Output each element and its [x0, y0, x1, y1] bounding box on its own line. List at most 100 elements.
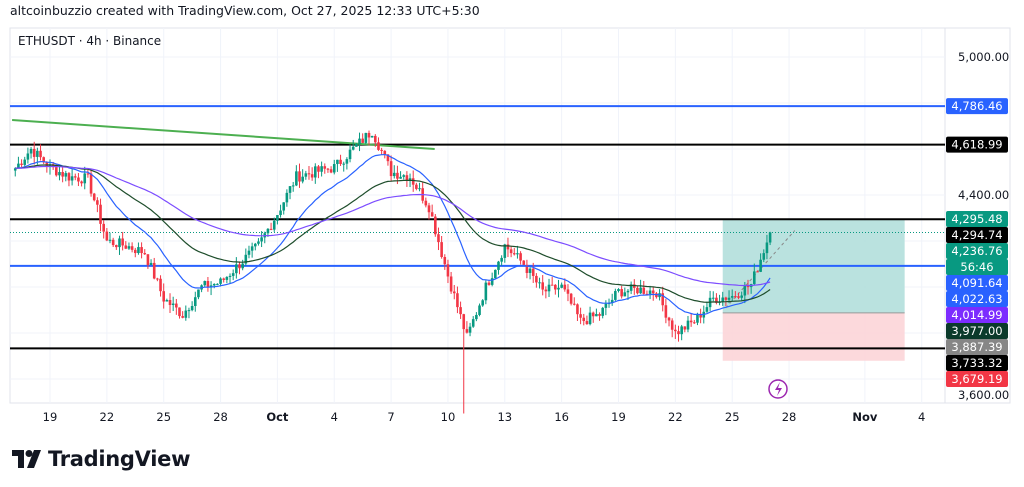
candle-body — [70, 176, 74, 181]
candle-body — [402, 175, 406, 177]
long-position-path-line — [725, 230, 796, 309]
candle-body — [446, 264, 450, 277]
candle-body — [471, 319, 475, 327]
candle-body — [572, 303, 576, 305]
candle-body — [193, 297, 197, 307]
candle-body — [563, 284, 567, 290]
price-label-text: 3,887.39 — [951, 340, 1002, 354]
candle-body — [187, 310, 191, 312]
time-axis-tick: 19 — [43, 410, 58, 424]
candle-body — [377, 142, 380, 150]
time-axis-tick: 4 — [331, 410, 338, 424]
candle-body — [367, 132, 371, 138]
candle-body — [130, 246, 134, 250]
candle-body — [67, 173, 71, 181]
price-label-text: 4,786.46 — [951, 99, 1002, 113]
candle-body — [756, 271, 759, 273]
candle-body — [310, 174, 314, 178]
candle-body — [550, 284, 554, 286]
candle-body — [253, 243, 257, 247]
candle-body — [149, 262, 153, 266]
candle-body — [614, 291, 617, 300]
candle-body — [228, 275, 232, 277]
candle-body — [538, 282, 541, 284]
candle-body — [272, 220, 276, 230]
candle-body — [225, 276, 229, 280]
candle-body — [89, 173, 93, 194]
candle-body — [383, 150, 387, 155]
candle-body — [557, 287, 560, 290]
candle-body — [206, 280, 210, 288]
candle-body — [677, 331, 680, 335]
price-label-text: 4,091.64 — [951, 276, 1002, 290]
candle-body — [765, 242, 769, 254]
candle-body — [250, 246, 254, 251]
candle-body — [282, 202, 286, 211]
candle-body — [124, 245, 128, 249]
candle-body — [351, 146, 355, 150]
candle-body — [152, 262, 156, 279]
candle-body — [235, 264, 238, 274]
candle-body — [689, 320, 693, 323]
logo-text: TradingView — [48, 447, 191, 471]
candle-body — [595, 313, 598, 317]
candle-body — [500, 257, 503, 262]
candle-body — [92, 193, 96, 201]
candle-body — [503, 244, 507, 258]
candle-body — [415, 184, 418, 189]
candle-body — [449, 276, 453, 292]
candle-body — [298, 171, 301, 182]
candle-body — [23, 159, 27, 165]
candle-body — [686, 320, 690, 330]
candle-body — [591, 312, 595, 317]
time-axis-tick: 4 — [918, 410, 925, 424]
candle-body — [339, 159, 342, 164]
price-label-badge — [946, 259, 1008, 276]
price-label-badge — [946, 98, 1008, 115]
candle-body — [61, 172, 64, 177]
candle-body — [279, 210, 282, 216]
candle-body — [768, 232, 772, 243]
candle-body — [396, 172, 399, 179]
candle-body — [26, 153, 30, 160]
time-axis-tick: 7 — [387, 410, 394, 424]
candle-body — [133, 249, 137, 254]
candle-body — [244, 254, 248, 264]
candle-body — [342, 163, 346, 165]
moving-average-line — [15, 153, 771, 316]
moving-average-line — [15, 165, 771, 287]
candle-body — [746, 285, 750, 288]
attribution-header: altcoinbuzzio created with TradingView.c… — [10, 3, 480, 18]
candle-body — [680, 326, 683, 335]
candle-body — [487, 282, 491, 285]
candle-body — [20, 163, 23, 165]
candle-body — [241, 263, 244, 269]
candle-body — [86, 173, 90, 175]
time-axis-tick: 10 — [441, 410, 456, 424]
candle-body — [588, 312, 592, 325]
candle-body — [314, 166, 317, 178]
candle-body — [727, 297, 731, 300]
candle-body — [598, 313, 601, 316]
price-label-badge — [946, 371, 1008, 388]
candle-body — [295, 171, 298, 186]
candle-body — [115, 245, 118, 248]
price-label-text: 3,733.32 — [951, 356, 1002, 370]
candle-body — [36, 150, 39, 157]
candle-body — [304, 173, 308, 177]
candle-body — [566, 289, 570, 294]
candle-body — [601, 307, 605, 316]
candle-body — [430, 212, 434, 217]
candle-body — [399, 176, 402, 179]
candle-body — [541, 282, 544, 290]
candle-body — [127, 246, 131, 249]
candle-body — [285, 192, 289, 203]
price-axis-tick: 3,600.00 — [958, 388, 1009, 402]
candle-body — [642, 287, 646, 294]
candle-body — [531, 268, 535, 276]
price-label-text: 4,294.74 — [951, 228, 1002, 242]
price-label-text: 3,977.00 — [951, 324, 1002, 338]
candle-body — [329, 169, 333, 173]
time-axis-tick: 28 — [213, 410, 228, 424]
